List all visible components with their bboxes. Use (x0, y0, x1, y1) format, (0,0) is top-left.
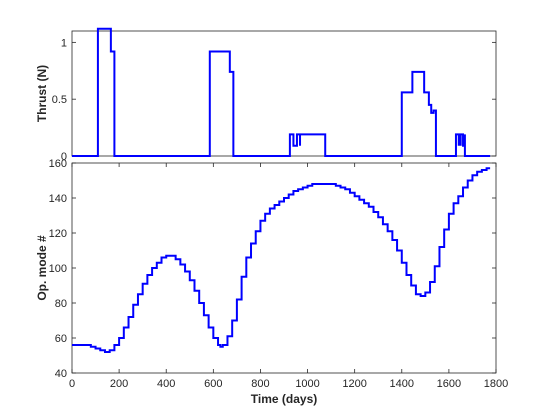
op-mode-y-axis-label: Op. mode # (35, 235, 49, 301)
x-tick-label: 0 (69, 378, 75, 390)
y-tick-label: 160 (49, 158, 67, 170)
x-tick-label: 800 (251, 378, 269, 390)
y-tick-label: 0 (61, 151, 67, 163)
y-tick-label: 40 (55, 368, 67, 380)
op-mode-x-axis-label: Time (days) (251, 392, 317, 406)
op-mode-y-ticks: 40 60 80 100 120 140 160 (49, 158, 496, 380)
y-tick-label: 80 (55, 298, 67, 310)
y-tick-label: 100 (49, 263, 67, 275)
x-tick-label: 400 (157, 378, 175, 390)
x-tick-label: 1400 (390, 378, 414, 390)
x-tick-label: 600 (204, 378, 222, 390)
op-mode-x-ticks: 0 200 400 600 800 1000 1200 1400 1600 1800 (69, 163, 508, 390)
thrust-y-ticks: 00.51 (52, 37, 496, 163)
x-tick-label: 1800 (484, 378, 508, 390)
thrust-series-line (72, 27, 491, 157)
op-mode-series-line (72, 167, 491, 353)
x-tick-label: 1000 (295, 378, 319, 390)
thrust-y-axis-label: Thrust (N) (35, 65, 49, 122)
x-tick-label: 200 (110, 378, 128, 390)
thrust-panel: 00.51 Thrust (N) (35, 27, 497, 163)
x-tick-label: 1200 (342, 378, 366, 390)
x-tick-label: 1600 (437, 378, 461, 390)
op-mode-panel: 40 60 80 100 120 140 160 0 200 400 600 800 1000 1200… (35, 158, 508, 406)
y-tick-label: 0.5 (52, 94, 67, 106)
y-tick-label: 60 (55, 333, 67, 345)
y-tick-label: 120 (49, 228, 67, 240)
y-tick-label: 140 (49, 193, 67, 205)
y-tick-label: 1 (61, 37, 67, 49)
